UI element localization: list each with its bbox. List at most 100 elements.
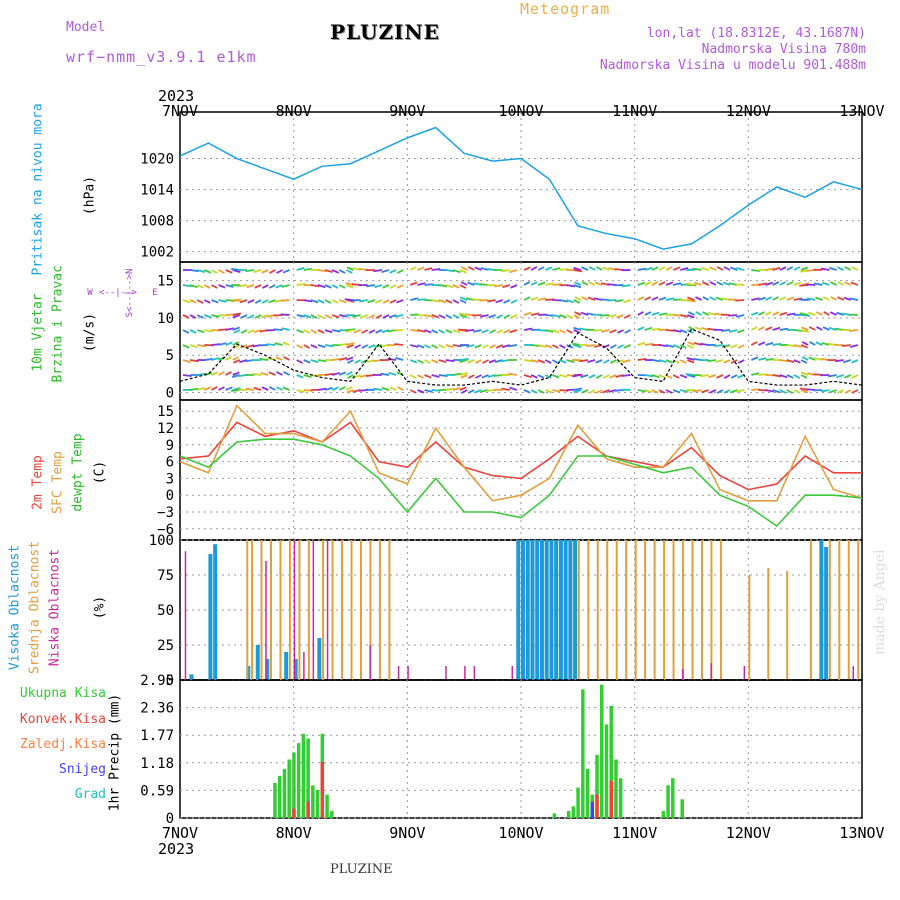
model-label: Model [66, 20, 106, 35]
wind-arrow [232, 356, 239, 361]
wind-arrow [829, 281, 837, 286]
wind-arrow [410, 297, 419, 301]
wind-arrow [317, 359, 327, 363]
wind-arrow [573, 329, 581, 334]
wind-arrow [459, 386, 467, 391]
wind-arrow [296, 314, 306, 318]
high-cloud-bar [213, 544, 218, 680]
wind-arrow [240, 314, 248, 319]
high-cloud-bar [549, 540, 554, 680]
wind-arrow [281, 327, 290, 331]
wind-arrow [252, 372, 262, 376]
conv-precip-bar [595, 794, 599, 818]
wind-arrow [822, 296, 830, 301]
wind-arrow [537, 281, 546, 286]
wind-arrow [595, 359, 603, 364]
y-tick-label: 1014 [140, 183, 174, 199]
wind-arrow [665, 281, 674, 286]
low-cloud-bar [511, 666, 514, 680]
wind-arrow [779, 296, 787, 301]
wind-arrow [452, 284, 460, 289]
wind-arrow [600, 314, 610, 317]
total-precip-bar [595, 754, 599, 818]
wind-arrow [581, 266, 589, 271]
wind-arrow [728, 314, 738, 317]
wind-arrow [466, 344, 475, 348]
wind-arrow [303, 329, 311, 334]
wind-arrow [273, 328, 283, 331]
wind-arrow [438, 344, 446, 349]
wind-arrow [617, 344, 624, 349]
y-tick-label: 6 [166, 455, 174, 471]
wind-arrow [458, 344, 468, 347]
wind-arrow [182, 344, 190, 349]
wind-arrow [501, 269, 510, 273]
mid-cloud-bar [625, 540, 628, 680]
mid-cloud-bar [828, 540, 831, 680]
wind-arrow [772, 266, 781, 271]
wind-arrow [644, 326, 653, 331]
wind-arrow [658, 266, 666, 271]
wind-arrow [730, 359, 738, 364]
wind-arrow [702, 311, 710, 316]
wind-arrow [651, 359, 661, 363]
temp-ylabel-3: dewpt Temp [70, 433, 86, 512]
wind-arrow [693, 267, 702, 271]
wind-arrow [218, 342, 227, 346]
wind-arrow [253, 329, 262, 334]
wind-arrow [800, 266, 809, 271]
x-tick-label-bottom: 9NOV [389, 824, 425, 842]
wind-arrow [552, 267, 561, 271]
wind-arrow [701, 266, 709, 271]
y-tick-label: 15 [157, 404, 174, 420]
wind-arrow [672, 266, 681, 271]
wind-arrow [253, 386, 262, 391]
wind-arrow [482, 344, 489, 349]
wind-arrow [211, 371, 219, 376]
wind-arrow [793, 281, 802, 286]
wind-arrow [296, 374, 304, 379]
wind-arrow [438, 329, 445, 334]
wind-arrow [544, 359, 552, 364]
wind-arrow [624, 314, 631, 319]
wind-arrow [338, 284, 346, 289]
wind-arrow [844, 266, 852, 271]
wind-arrow [189, 344, 198, 349]
wind-arrow [602, 389, 610, 394]
low-cloud-bar [184, 551, 187, 680]
wind-arrow [544, 389, 553, 394]
wind-arrow [395, 357, 404, 361]
wind-arrow [431, 314, 439, 319]
wind-arrow [424, 314, 433, 318]
wind-arrow [579, 359, 589, 363]
wind-arrow [828, 374, 837, 378]
wind-arrow [758, 282, 767, 286]
mid-cloud-bar [767, 568, 770, 680]
wind-arrow [523, 327, 533, 331]
legend-freezing-rain: Zaledj.Kisa [19, 737, 106, 752]
wind-arrow [374, 284, 383, 289]
temp-sfc-line [179, 404, 863, 502]
total-precip-bar [330, 810, 334, 818]
wind-arrow [800, 389, 809, 394]
mid-cloud-bar [748, 575, 751, 680]
wind-arrow [793, 266, 801, 271]
wind-arrow [331, 386, 339, 391]
wind-arrow [702, 281, 710, 286]
x-tick-label-bottom: 11NOV [612, 824, 657, 842]
y-tick-label: 100 [149, 533, 174, 549]
wind-arrow [523, 311, 532, 316]
wind-arrow [758, 326, 765, 331]
wind-arrow [344, 314, 354, 317]
wind-arrow [715, 296, 724, 301]
wind-arrow [572, 374, 581, 378]
mid-cloud-bar [359, 540, 362, 680]
footer-station: PLUZINE [330, 862, 393, 877]
y-tick-label: 75 [157, 568, 174, 584]
wind-arrow [225, 356, 232, 361]
low-cloud-bar [407, 666, 409, 680]
wind-arrow [417, 266, 425, 271]
x-tick-label-top: 13NOV [839, 102, 884, 120]
low-cloud-bar [445, 666, 447, 680]
wind-arrow [431, 299, 441, 303]
